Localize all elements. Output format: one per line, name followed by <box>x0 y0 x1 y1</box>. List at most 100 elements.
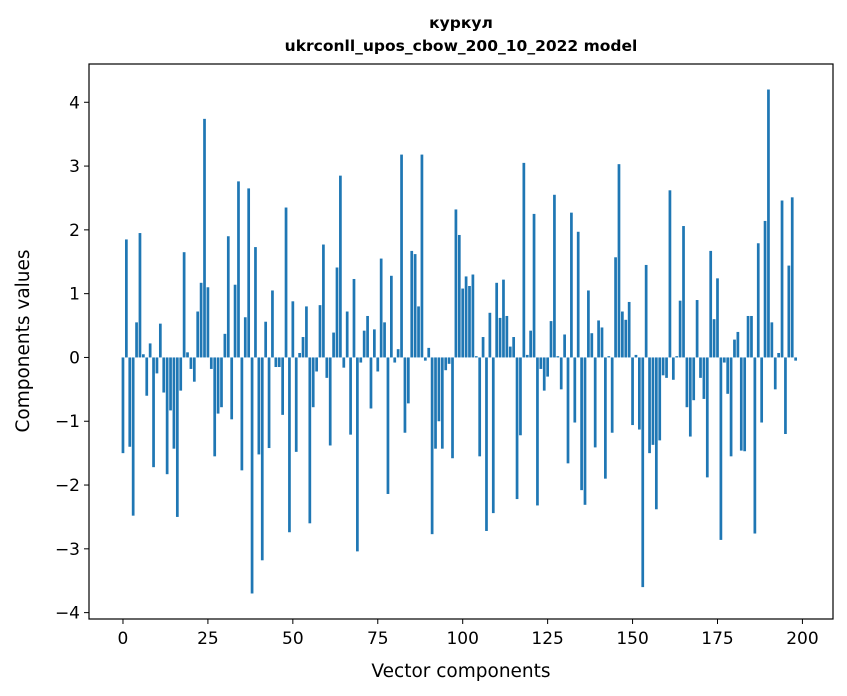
bar <box>719 357 723 540</box>
bar <box>196 311 200 358</box>
bar <box>770 322 774 358</box>
bar <box>444 357 448 371</box>
bar <box>777 352 780 358</box>
bar <box>250 357 254 594</box>
bar <box>142 354 145 358</box>
bar <box>362 330 366 358</box>
bar <box>491 357 495 514</box>
bar <box>617 164 621 358</box>
bar <box>423 357 427 361</box>
bar <box>790 197 794 358</box>
x-tick-label: 0 <box>118 629 129 649</box>
bar <box>532 213 536 358</box>
bar <box>753 357 757 534</box>
bar <box>699 357 702 378</box>
bar <box>736 331 740 358</box>
bar <box>335 267 339 358</box>
bar <box>318 305 322 358</box>
bar <box>549 321 553 358</box>
bar <box>688 357 692 437</box>
bar <box>226 236 230 358</box>
x-tick-label: 200 <box>786 629 818 649</box>
bar <box>447 357 451 364</box>
bar <box>464 276 468 358</box>
bar <box>498 317 502 358</box>
bar <box>773 357 777 390</box>
bar <box>787 265 791 358</box>
bar <box>794 357 797 361</box>
bar <box>692 357 696 401</box>
bar <box>461 288 465 358</box>
bar <box>162 357 166 393</box>
bar <box>437 357 441 422</box>
bar <box>288 357 291 533</box>
x-tick-label: 150 <box>616 629 648 649</box>
bar <box>726 357 730 394</box>
bar <box>729 357 733 457</box>
bar <box>542 357 546 391</box>
bar <box>600 327 604 358</box>
bar <box>243 317 247 358</box>
y-tick-label: 3 <box>69 157 80 177</box>
bar <box>305 306 308 358</box>
bar <box>373 329 376 358</box>
bar <box>182 252 186 358</box>
bar <box>135 322 138 358</box>
bar <box>294 357 298 452</box>
bar <box>634 354 638 358</box>
bar <box>488 312 492 358</box>
bar <box>206 287 210 358</box>
bar <box>733 339 736 358</box>
bar <box>349 357 352 435</box>
bar <box>121 357 125 454</box>
bar <box>352 278 356 358</box>
bar <box>138 233 142 358</box>
bar <box>644 264 648 358</box>
y-tick-label: 1 <box>69 285 80 305</box>
bar <box>230 357 234 420</box>
bar <box>536 357 539 506</box>
bar <box>128 357 132 447</box>
x-axis-ticks: 0 25 50 75 100 125 150 175 200 <box>118 619 819 649</box>
bar <box>481 337 485 358</box>
bar <box>152 357 155 468</box>
chart-subtitle: ukrconll_upos_cbow_200_10_2022 model <box>285 37 638 55</box>
bar <box>192 357 196 382</box>
bar <box>247 188 251 358</box>
bar <box>240 357 244 471</box>
bar <box>131 357 135 516</box>
bar <box>396 349 400 358</box>
bar <box>274 357 278 368</box>
bar <box>570 212 573 358</box>
bar <box>454 209 458 358</box>
bar <box>638 357 641 430</box>
bar <box>607 356 611 358</box>
x-tick-label: 75 <box>367 629 389 649</box>
bar <box>515 357 519 500</box>
bar <box>525 354 529 358</box>
bar <box>339 175 342 358</box>
bar <box>213 357 217 457</box>
bar <box>478 357 482 457</box>
bar <box>641 357 645 588</box>
bar <box>587 290 590 358</box>
x-tick-label: 50 <box>282 629 304 649</box>
bar <box>169 357 172 411</box>
bar <box>410 250 414 358</box>
x-tick-label: 125 <box>531 629 563 649</box>
bar <box>597 320 600 358</box>
bar <box>756 243 760 358</box>
x-tick-label: 175 <box>701 629 733 649</box>
bar <box>784 357 787 434</box>
bar <box>277 357 281 368</box>
bar <box>553 194 556 358</box>
bar <box>257 357 261 455</box>
bar <box>393 357 397 363</box>
bar <box>125 239 128 358</box>
x-axis-label: Vector components <box>371 661 550 682</box>
bar <box>420 154 424 358</box>
bar <box>148 343 152 358</box>
bar <box>716 278 719 358</box>
bar <box>767 89 770 358</box>
bar <box>563 334 566 358</box>
